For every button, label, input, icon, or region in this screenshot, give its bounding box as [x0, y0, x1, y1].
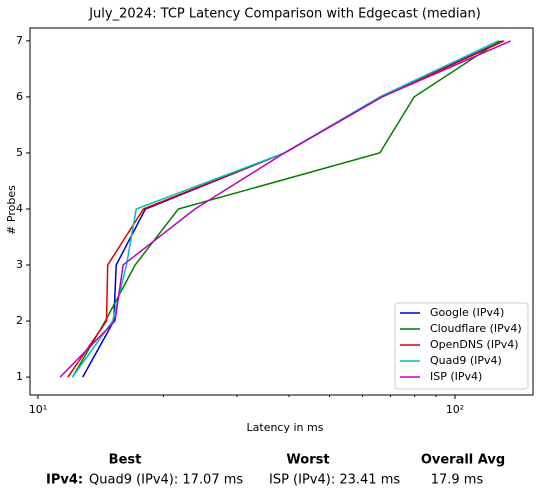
y-axis-label: # Probes: [5, 185, 18, 235]
summary-row-label: IPv4:: [46, 473, 83, 488]
y-tick-label: 6: [16, 90, 23, 103]
series-line: [71, 40, 499, 378]
summary-best: Quad9 (IPv4): 17.07 ms: [89, 473, 243, 488]
summary-avg: 17.9 ms: [431, 473, 484, 488]
legend-label: OpenDNS (IPv4): [430, 338, 519, 351]
y-tick-label: 1: [16, 370, 23, 383]
x-tick-label: 10²: [446, 403, 464, 416]
plot-frame: [29, 27, 534, 396]
legend-label: Google (IPv4): [430, 306, 504, 319]
y-tick-label: 3: [16, 258, 23, 271]
chart-title: July_2024: TCP Latency Comparison with E…: [88, 7, 481, 22]
y-tick-label: 4: [16, 202, 23, 215]
legend-box: [394, 302, 529, 390]
x-tick-label: 10¹: [29, 403, 47, 416]
series-line: [71, 40, 501, 378]
summary-header: Overall Avg: [421, 453, 505, 468]
summary-header: Worst: [286, 453, 329, 468]
y-tick-label: 5: [16, 146, 23, 159]
legend-label: Cloudflare (IPv4): [430, 322, 522, 335]
summary-header: Best: [109, 453, 142, 468]
y-tick-label: 2: [16, 314, 23, 327]
legend-label: Quad9 (IPv4): [430, 354, 502, 367]
x-axis-label: Latency in ms: [247, 421, 324, 434]
series-line: [59, 40, 511, 378]
y-tick-label: 7: [16, 34, 23, 47]
legend-label: ISP (IPv4): [430, 370, 482, 383]
summary-worst: ISP (IPv4): 23.41 ms: [269, 473, 400, 488]
